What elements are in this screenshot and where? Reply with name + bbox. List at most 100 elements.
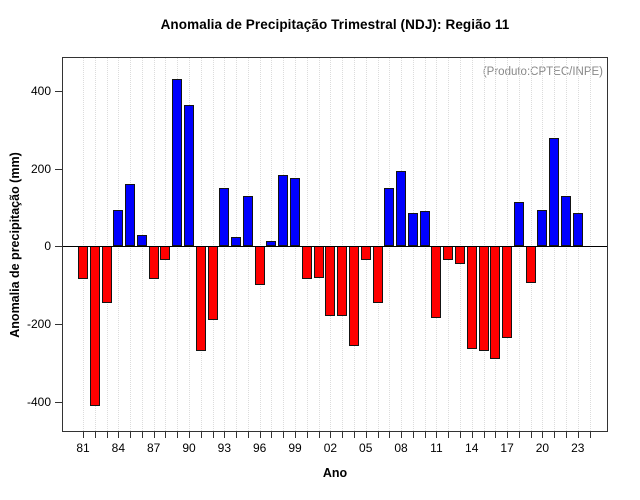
- x-axis-tick: [565, 432, 567, 438]
- vertical-gridline: [212, 58, 214, 431]
- bar-1998: [278, 174, 289, 247]
- bar-2015: [478, 246, 489, 352]
- x-axis-tick: [83, 432, 84, 438]
- x-axis-tick: [483, 432, 485, 438]
- vertical-gridline: [530, 58, 532, 431]
- x-axis-tick: [554, 432, 556, 438]
- vertical-gridline: [106, 58, 108, 431]
- bar-1988: [160, 246, 171, 261]
- x-axis-tick: [189, 432, 191, 438]
- bar-2002: [325, 246, 336, 317]
- vertical-gridline: [259, 58, 261, 431]
- x-axis-tick: [94, 432, 96, 438]
- bar-2018: [513, 201, 524, 247]
- bar-2004: [348, 246, 359, 346]
- x-axis-tick: [448, 432, 450, 438]
- x-axis-tick: [353, 432, 355, 438]
- vertical-gridline: [94, 58, 96, 431]
- x-axis-tick-label: 96: [253, 441, 267, 455]
- x-axis-tick-label: 20: [535, 441, 550, 455]
- bar-2022: [560, 195, 571, 247]
- y-axis-tick: [55, 324, 62, 326]
- x-axis-tick-label: 81: [76, 441, 90, 455]
- bar-2003: [337, 246, 348, 317]
- bar-2010: [419, 211, 430, 247]
- bar-1987: [148, 246, 159, 280]
- bar-2005: [360, 246, 371, 261]
- x-axis-tick: [306, 432, 308, 438]
- bar-1993: [219, 188, 230, 247]
- bar-2017: [502, 246, 513, 338]
- x-axis-tick: [507, 432, 509, 438]
- vertical-gridline: [306, 58, 308, 431]
- x-axis-tick-label: 84: [111, 441, 125, 455]
- bar-2007: [384, 188, 395, 247]
- y-axis-tick: [55, 168, 62, 170]
- bar-1986: [136, 234, 147, 247]
- x-axis-tick: [130, 432, 132, 438]
- y-axis-tick-label: 0: [44, 239, 51, 254]
- bar-2000: [301, 246, 312, 280]
- x-axis-tick: [495, 432, 497, 438]
- bar-1982: [89, 246, 100, 406]
- bar-2019: [525, 246, 536, 284]
- x-axis-tick: [283, 432, 285, 438]
- x-axis-tick-label: 87: [146, 441, 161, 455]
- y-axis-tick: [55, 246, 62, 248]
- x-axis-tick: [200, 432, 202, 438]
- x-axis-tick: [247, 432, 249, 438]
- y-axis-tick: [55, 91, 62, 93]
- bar-1994: [231, 236, 242, 247]
- x-axis-tick: [165, 432, 167, 438]
- y-axis-tick: [55, 401, 62, 403]
- vertical-gridline: [507, 58, 509, 431]
- vertical-gridline: [165, 58, 167, 431]
- vertical-gridline: [365, 58, 367, 431]
- vertical-gridline: [495, 58, 497, 431]
- vertical-gridline: [471, 58, 473, 431]
- x-axis-tick: [542, 432, 544, 438]
- bar-2014: [466, 246, 477, 350]
- y-axis-tick-label: -200: [26, 317, 51, 332]
- bar-1999: [290, 178, 301, 247]
- vertical-gridline: [377, 58, 379, 431]
- x-axis-tick: [259, 432, 261, 438]
- y-axis-tick-label: -400: [26, 394, 51, 409]
- x-axis-tick: [377, 432, 379, 438]
- x-axis-tick-label: 23: [571, 441, 585, 455]
- x-axis-tick-label: 90: [182, 441, 196, 455]
- vertical-gridline: [436, 58, 438, 431]
- x-axis-tick: [177, 432, 179, 438]
- bar-2023: [572, 213, 583, 247]
- x-axis-tick-label: 17: [500, 441, 514, 455]
- bar-1981: [78, 246, 88, 280]
- bar-2016: [490, 246, 501, 360]
- vertical-gridline: [483, 58, 485, 431]
- bar-1983: [101, 246, 112, 303]
- vertical-gridline: [153, 58, 155, 431]
- vertical-gridline: [330, 58, 332, 431]
- bar-1990: [184, 104, 195, 247]
- bar-2001: [313, 246, 324, 278]
- x-axis-tick: [153, 432, 155, 438]
- plot-area: (Produto:CPTEC/INPE): [62, 57, 608, 432]
- x-axis-tick: [518, 432, 520, 438]
- x-axis-tick: [330, 432, 332, 438]
- x-axis-tick: [471, 432, 473, 438]
- x-axis-tick-label: 14: [465, 441, 479, 455]
- x-axis-tick: [424, 432, 426, 438]
- x-axis-tick: [577, 432, 579, 438]
- vertical-gridline: [459, 58, 461, 431]
- bar-1991: [195, 246, 206, 352]
- x-axis-tick-label: 99: [288, 441, 302, 455]
- x-axis-tick: [589, 432, 591, 438]
- x-axis-tick: [459, 432, 461, 438]
- x-axis-tick: [401, 432, 403, 438]
- y-axis-tick-label: 200: [30, 161, 51, 176]
- x-axis-label: Ano: [322, 466, 348, 480]
- bar-1984: [113, 209, 124, 247]
- bar-2020: [537, 209, 548, 247]
- x-axis-tick: [118, 432, 120, 438]
- x-axis-tick: [224, 432, 226, 438]
